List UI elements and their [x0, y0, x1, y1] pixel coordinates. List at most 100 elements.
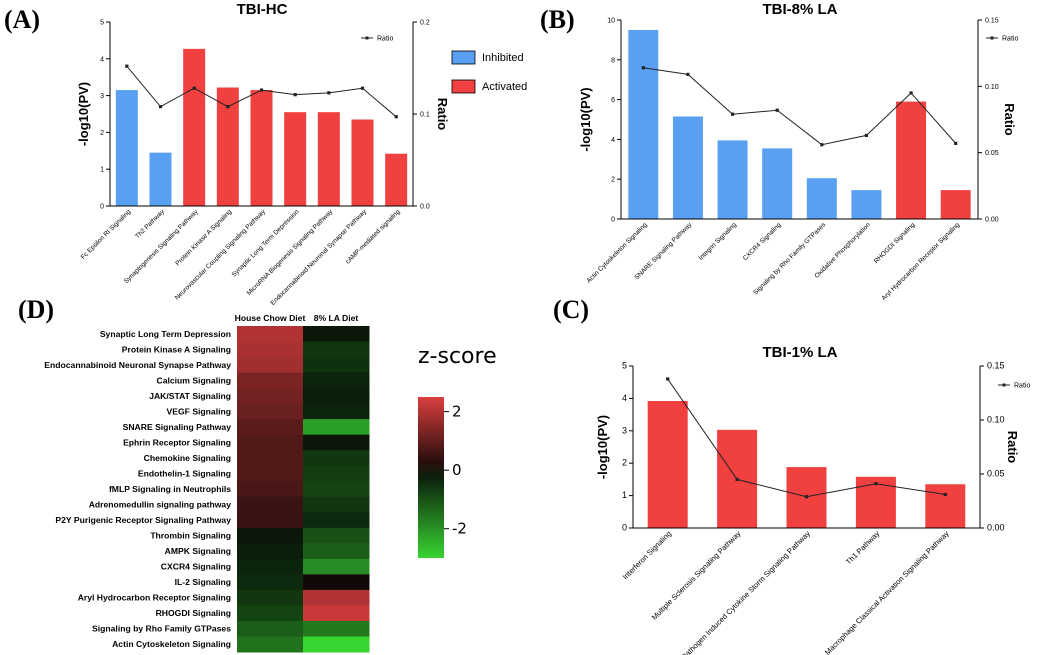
- heatmap-row-label: Chemokine Signaling: [144, 453, 231, 463]
- heatmap-cell: [237, 403, 304, 420]
- heatmap-column-label: House Chow Diet: [235, 313, 306, 323]
- ratio-point: [293, 93, 297, 97]
- bar: [672, 116, 703, 219]
- heatmap-cell: [303, 388, 370, 405]
- heatmap-cell: [237, 434, 304, 451]
- heatmap-column-label: 8% LA Diet: [314, 313, 359, 323]
- heatmap-cell: [303, 605, 370, 622]
- ratio-point: [820, 143, 824, 147]
- ratio-point: [735, 477, 739, 481]
- heatmap-cell: [303, 620, 370, 637]
- bar: [250, 90, 273, 206]
- heatmap-row-label: IL-2 Signaling: [175, 577, 231, 587]
- colorbar-tick-label: -2: [452, 520, 467, 538]
- heatmap-cell: [237, 527, 304, 544]
- legend-ratio-label: Ratio: [377, 36, 393, 43]
- y-tick-label: 3: [100, 93, 104, 100]
- bar: [385, 153, 408, 206]
- ratio-point: [360, 86, 365, 90]
- ratio-point: [954, 141, 958, 145]
- ratio-point: [909, 91, 913, 95]
- y-axis-label: -log10(PV): [76, 82, 91, 146]
- y-tick-label: 1: [622, 490, 627, 500]
- heatmap-cell: [237, 341, 304, 358]
- legend-status: Inhibited Activated: [451, 50, 527, 94]
- heatmap-cell: [303, 357, 370, 374]
- heatmap-cell: [303, 512, 370, 529]
- heatmap-row-label: Aryl Hydrocarbon Receptor Signaling: [78, 593, 231, 603]
- heatmap-cell: [237, 419, 304, 436]
- panel-label-c: (C): [553, 295, 589, 324]
- y2-tick-label: 0.05: [987, 469, 1005, 479]
- x-category-label: Th1 Pathway: [844, 529, 881, 566]
- chart-c: TBI-1% LA 0 1 2 3 4 5 0.00 0.05 0.10 0.15 -log10(PV…: [595, 344, 1030, 655]
- y2-tick-label: 0.00: [987, 523, 1005, 533]
- ratio-line: [643, 67, 957, 146]
- heatmap-cell: [303, 636, 370, 653]
- bar: [851, 190, 882, 219]
- heatmap-cell: [237, 543, 304, 560]
- ratio-point: [394, 115, 398, 119]
- heatmap-cell: [237, 558, 304, 575]
- bar: [628, 29, 659, 220]
- legend-ratio-label: Ratio: [1002, 36, 1018, 43]
- x-category-label: Synaptic Long Term Depression: [231, 208, 301, 278]
- heatmap-cell: [237, 357, 304, 374]
- y-tick-label: 4: [100, 56, 104, 63]
- bar: [284, 112, 307, 206]
- y2-tick-label: 0.15: [985, 18, 999, 25]
- legend-activated-label: Activated: [482, 81, 527, 93]
- heatmap-cell: [237, 326, 304, 343]
- legend-ratio-label: Ratio: [1014, 383, 1030, 390]
- heatmap-cell: [237, 450, 304, 467]
- y-tick-label: 3: [622, 425, 627, 435]
- heatmap-cell: [237, 388, 304, 405]
- heatmap-d: House Chow Diet 8% LA Diet Synaptic Long T…: [44, 313, 497, 653]
- ratio-point: [686, 72, 690, 76]
- heatmap-cell: [303, 574, 370, 591]
- y-axis-label: -log10(PV): [595, 415, 610, 479]
- colorbar-tick-label: 2: [452, 403, 462, 421]
- bar: [940, 190, 971, 219]
- y-tick-label: 6: [611, 97, 615, 104]
- y-tick-label: 4: [611, 137, 615, 144]
- heatmap-cell: [303, 481, 370, 498]
- heatmap-row-label: Adrenomedullin signaling pathway: [89, 500, 232, 510]
- heatmap-row-label: SNARE Signaling Pathway: [123, 422, 232, 432]
- heatmap-cell: [237, 574, 304, 591]
- x-category-label: Signaling by Rho Family GTPases: [752, 221, 827, 296]
- heatmap-cell: [303, 527, 370, 544]
- heatmap-row-label: Endocannabinoid Neuronal Synapse Pathway: [44, 360, 231, 370]
- x-category-label: RHOGDI Signaling: [873, 221, 917, 265]
- heatmap-row-label: P2Y Purigenic Receptor Signaling Pathway: [55, 515, 231, 525]
- y2-tick-label: 0.15: [987, 361, 1005, 371]
- y-axis-label: -log10(PV): [578, 87, 593, 151]
- heatmap-row-label: AMPK Signaling: [165, 546, 231, 556]
- bar: [717, 140, 748, 219]
- x-category-label: CXCR4 Signaling: [742, 221, 783, 262]
- heatmap-cell: [237, 589, 304, 606]
- y-tick-label: 10: [607, 18, 615, 25]
- heatmap-row-label: Protein Kinase A Signaling: [122, 344, 231, 354]
- y2-axis-label: Ratio: [435, 98, 450, 131]
- legend-activated-swatch: [451, 79, 476, 94]
- heatmap-cell: [303, 543, 370, 560]
- x-category-label: Fc Epsilon RI Signaling: [80, 208, 133, 261]
- heatmap-row-label: fMLP Signaling in Neutrophils: [109, 484, 231, 494]
- heatmap-cell: [303, 465, 370, 482]
- heatmap-cell: [237, 512, 304, 529]
- y2-axis-label: Ratio: [1005, 431, 1020, 464]
- y2-tick-label: 0.2: [420, 20, 430, 27]
- legend-ratio-marker: [1002, 383, 1006, 387]
- ratio-point: [259, 88, 264, 92]
- ratio-point: [804, 495, 809, 499]
- chart-title: TBI-HC: [237, 1, 288, 18]
- x-category-label: Protein Kinase A Signaling: [174, 208, 233, 267]
- bar: [216, 87, 239, 206]
- x-category-label: Th2 Pathway: [134, 208, 166, 240]
- heatmap-row-label: Endothelin-1 Signaling: [138, 468, 231, 478]
- bar: [806, 178, 837, 219]
- heatmap-cell: [303, 434, 370, 451]
- heatmap-row-label: Actin Cytoskeleton Signaling: [112, 639, 231, 649]
- bar: [762, 148, 793, 219]
